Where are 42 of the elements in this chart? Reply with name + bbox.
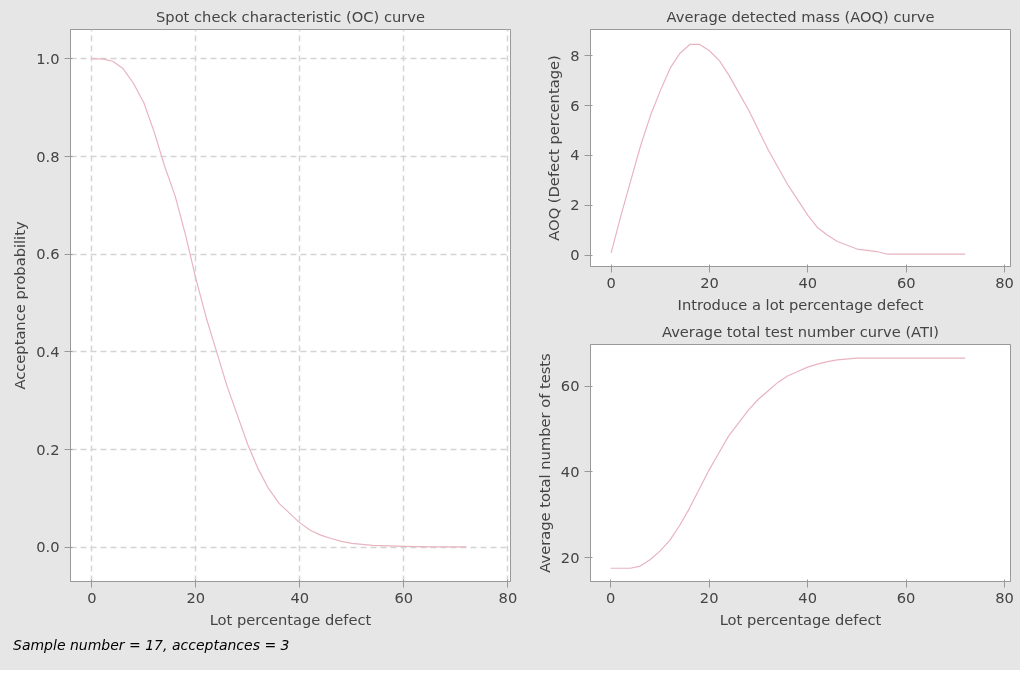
x-tick-label: 60	[896, 588, 916, 606]
y-tick-label: 2	[570, 196, 580, 214]
y-tick-label: 0	[570, 246, 580, 264]
text: Sample number = 17, acceptances = 3	[13, 636, 290, 655]
x-axis-title: Introduce a lot percentage defect	[677, 295, 924, 313]
y-tick-label: 0.8	[36, 147, 60, 165]
x-tick-label: 20	[700, 273, 719, 291]
x-tick-label: 80	[995, 588, 1014, 606]
line-series	[610, 357, 966, 569]
x-axis-title: Lot percentage defect	[209, 610, 372, 628]
x-tick-label: 80	[498, 588, 518, 606]
x-tick-label: 40	[798, 588, 817, 606]
y-tick-label: 0.2	[36, 440, 60, 458]
y-tick-label: 40	[560, 462, 580, 480]
x-tick-label: 0	[87, 588, 97, 606]
y-tick-label: 8	[570, 46, 580, 64]
x-tick-label: 40	[290, 588, 310, 606]
x-tick-label: 0	[606, 273, 616, 291]
y-tick-label: 0.6	[36, 245, 60, 263]
chart-title: Average total test number curve (ATI)	[662, 322, 940, 340]
y-tick-label: 20	[560, 548, 580, 566]
y-tick-label: 4	[570, 146, 580, 164]
x-tick-label: 80	[995, 273, 1014, 291]
y-tick-label: 1.0	[36, 49, 60, 67]
y-axis-title: AOQ (Defect percentage)	[545, 55, 563, 241]
x-tick-label: 60	[896, 273, 916, 291]
x-tick-label: 40	[798, 273, 818, 291]
x-tick-label: 0	[606, 588, 616, 606]
y-tick-label: 0.0	[36, 538, 60, 556]
x-axis-title: Lot percentage defect	[719, 610, 882, 628]
line-series	[610, 43, 966, 255]
y-tick-label: 0.4	[36, 342, 60, 360]
line-series	[91, 58, 467, 548]
x-tick-label: 60	[394, 588, 414, 606]
x-tick-label: 20	[699, 588, 719, 606]
chart-title: Average detected mass (AOQ) curve	[666, 7, 935, 25]
y-axis-title: Acceptance probability	[11, 221, 29, 390]
y-axis-title: Average total number of tests	[535, 353, 553, 573]
x-tick-label: 20	[186, 588, 206, 606]
y-tick-label: 6	[570, 96, 580, 114]
y-tick-label: 60	[560, 377, 580, 395]
chart-title: Spot check characteristic (OC) curve	[156, 7, 425, 25]
